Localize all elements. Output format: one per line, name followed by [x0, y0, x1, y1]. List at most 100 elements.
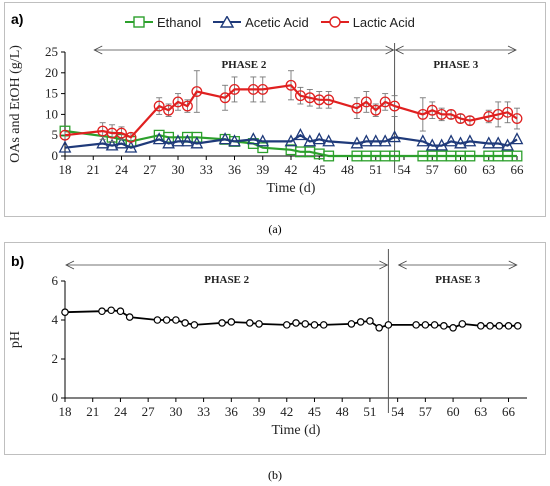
data-point-lactic-acid: [426, 104, 438, 116]
data-point-lactic-acid: [511, 113, 523, 125]
data-point-ph: [153, 316, 162, 324]
phase-label-2: PHASE 2: [221, 59, 266, 71]
y-tick-label: 0: [52, 148, 59, 163]
data-point-acetic-acid: [190, 136, 204, 149]
data-point-ph: [301, 320, 310, 328]
data-point-ph: [125, 313, 134, 321]
data-point-acetic-acid: [510, 132, 524, 145]
data-point-lactic-acid: [379, 96, 391, 108]
phase-arrow-head-right: [379, 260, 389, 270]
phase-arrow-head-left: [397, 260, 407, 270]
data-point-ph: [412, 321, 420, 329]
x-tick-label: 24: [115, 162, 129, 177]
data-point-ph: [181, 319, 189, 327]
data-point-lactic-acid: [172, 96, 184, 108]
x-tick-label: 63: [482, 162, 495, 177]
x-tick-label: 39: [256, 162, 269, 177]
data-point-ethanol: [389, 150, 401, 162]
y-tick-label: 10: [45, 106, 58, 121]
data-point-ethanol: [511, 150, 523, 162]
panel-label-a: a): [11, 11, 24, 27]
data-point-acetic-acid: [294, 128, 307, 141]
data-point-acetic-acid: [463, 134, 477, 147]
data-point-acetic-acid: [152, 132, 166, 145]
data-point-ethanol: [257, 142, 269, 154]
phase-arrow-head-left: [65, 260, 75, 270]
legend-label-ethanol: Ethanol: [157, 14, 202, 30]
x-tick-label: 45: [308, 404, 321, 419]
data-point-lactic-acid: [153, 100, 165, 112]
data-point-acetic-acid: [388, 130, 401, 143]
x-tick-label: 60: [454, 162, 467, 177]
data-point-lactic-acid: [389, 100, 401, 112]
data-point-ph: [440, 322, 448, 330]
data-point-acetic-acid: [181, 134, 194, 147]
data-point-acetic-acid: [256, 134, 270, 147]
data-point-acetic-acid: [501, 138, 514, 151]
y-tick-label: 0: [52, 390, 59, 405]
y-tick-label: 5: [52, 127, 59, 142]
data-point-acetic-acid: [96, 136, 110, 149]
data-point-lactic-acid: [257, 83, 269, 95]
x-tick-label: 42: [285, 162, 298, 177]
x-tick-label: 66: [502, 404, 516, 419]
y-tick-label: 4: [52, 312, 59, 327]
data-point-ph: [421, 321, 430, 329]
data-point-ph: [513, 322, 522, 330]
data-point-ph: [292, 319, 300, 327]
data-point-lactic-acid: [417, 108, 429, 120]
data-point-acetic-acid: [454, 136, 467, 149]
data-point-ph: [458, 320, 467, 328]
x-tick-label: 27: [142, 404, 156, 419]
x-tick-label: 36: [225, 404, 239, 419]
data-point-ph: [162, 316, 171, 324]
phase-label-3: PHASE 3: [435, 274, 480, 286]
x-tick-label: 33: [200, 162, 213, 177]
y-tick-label: 25: [45, 44, 58, 59]
data-point-ph: [384, 321, 393, 329]
data-point-ph: [347, 320, 356, 328]
phase-arrow-head-right: [507, 45, 517, 55]
y-tick-label: 20: [45, 65, 58, 80]
data-point-acetic-acid: [124, 140, 138, 153]
phase-label-2: PHASE 2: [204, 274, 249, 286]
data-point-lactic-acid: [229, 83, 240, 95]
data-point-acetic-acid: [246, 132, 260, 145]
phase-arrow-head-left: [394, 45, 404, 55]
y-tick-label: 15: [45, 86, 58, 101]
legend-label-acetic-acid: Acetic Acid: [245, 14, 309, 30]
data-point-acetic-acid: [105, 138, 119, 151]
x-tick-label: 33: [197, 404, 210, 419]
data-point-ethanol: [163, 131, 175, 143]
legend-item-ethanol: Ethanol: [125, 15, 201, 30]
data-point-acetic-acid: [303, 134, 317, 147]
data-point-acetic-acid: [491, 136, 505, 149]
data-point-ph: [190, 321, 199, 329]
data-point-ethanol: [191, 131, 203, 143]
data-point-ph: [310, 321, 319, 329]
data-point-ph: [246, 319, 254, 327]
data-point-ph: [227, 318, 236, 326]
x-tick-label: 57: [419, 404, 433, 419]
x-tick-label: 30: [172, 162, 185, 177]
legend-marker-ethanol: [125, 16, 153, 28]
data-point-acetic-acid: [228, 134, 241, 147]
y-axis-title: OAs and EtOH (g/L): [8, 45, 23, 163]
data-point-ph: [476, 322, 485, 330]
data-point-ethanol: [464, 150, 476, 162]
y-tick-label: 6: [52, 273, 59, 288]
data-point-acetic-acid: [58, 140, 72, 153]
data-point-lactic-acid: [285, 79, 297, 91]
chart-panel-a: a) Ethanol Acetic Acid Lactic Acid 0 5 10 1…: [4, 2, 546, 217]
legend-marker-acetic-acid: [213, 16, 242, 28]
data-point-lactic-acid: [323, 94, 335, 106]
data-point-ph: [449, 324, 457, 332]
data-point-ph: [356, 318, 365, 326]
x-tick-label: 36: [228, 162, 242, 177]
panel-label-b: b): [11, 253, 25, 269]
data-point-acetic-acid: [482, 136, 496, 149]
phase-arrow-head-right: [508, 260, 518, 270]
x-tick-label: 27: [143, 162, 157, 177]
data-point-ph: [282, 321, 291, 329]
x-tick-label: 51: [363, 404, 376, 419]
